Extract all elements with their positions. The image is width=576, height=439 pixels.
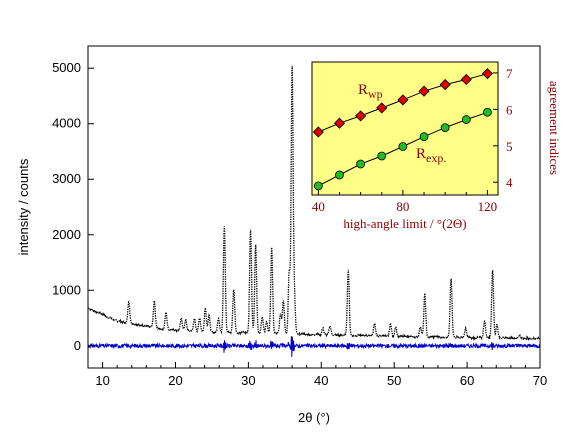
inset-rexp-point xyxy=(335,170,344,180)
main-axes-layer: 10 20 30 40 50 60 70 0 1000 2000 3000 4000 5000 xyxy=(52,60,547,388)
inset-y-tick-label: 6 xyxy=(506,102,513,117)
inset-rwp-point xyxy=(418,85,430,97)
inset-rwp-point xyxy=(481,68,493,80)
inset-x-tick-label: 40 xyxy=(312,199,325,214)
inset-rwp-point xyxy=(355,110,367,122)
y-axis-label: intensity / counts xyxy=(16,158,31,255)
inset-rwp-point xyxy=(376,102,388,114)
x-tick-label: 70 xyxy=(533,373,547,388)
y-tick-label: 5000 xyxy=(52,60,81,75)
y-tick-label: 1000 xyxy=(52,282,81,297)
x-tick-label: 30 xyxy=(241,373,255,388)
inset-x-tick-label: 80 xyxy=(396,199,409,214)
inset-series-label-rwp: Rwp xyxy=(358,82,383,101)
x-tick-label: 60 xyxy=(460,373,474,388)
inset-rexp-point xyxy=(313,181,323,191)
inset-rwp-point xyxy=(397,94,409,106)
inset-series-label-rwp-sub: wp xyxy=(368,87,383,101)
inset-rwp-point xyxy=(333,117,346,129)
inset-y-axis-label: agreement indices xyxy=(547,81,562,175)
inset-rexp-point xyxy=(483,107,492,117)
inset-x-axis-label: high-angle limit / °(2Θ) xyxy=(343,216,466,231)
main-plot-frame xyxy=(87,45,541,369)
inset-rwp-point xyxy=(312,126,324,138)
inset-rwp-point xyxy=(460,73,472,86)
inset-series-label-rexp-sub: exp. xyxy=(426,151,446,165)
inset-rexp-point xyxy=(398,142,408,151)
inset-rexp-point xyxy=(377,151,387,161)
inset-rwp-point xyxy=(439,79,451,91)
y-tick-label: 4000 xyxy=(52,116,81,131)
y-tick-label: 3000 xyxy=(52,171,81,186)
x-tick-label: 10 xyxy=(95,373,109,388)
inset-rexp-point xyxy=(419,132,429,142)
y-tick-label: 2000 xyxy=(52,227,81,242)
y-tick-label: 0 xyxy=(74,338,81,353)
inset-series-label-rexp: Rexp. xyxy=(416,146,446,165)
x-axis-label: 2θ (°) xyxy=(298,410,330,425)
inset-series-label-rexp-main: R xyxy=(416,146,426,162)
x-tick-label: 40 xyxy=(314,373,328,388)
inset-x-tick-label: 120 xyxy=(478,199,498,214)
difference-curve-line xyxy=(87,336,541,357)
inset-y-tick-label: 4 xyxy=(506,175,513,190)
inset-rexp-point xyxy=(461,115,471,124)
x-tick-label: 20 xyxy=(168,373,182,388)
inset-rexp-point xyxy=(356,159,366,169)
inset-axes-layer: 40 80 120 4 5 6 7 xyxy=(312,66,513,214)
observed-pattern-line xyxy=(87,65,540,342)
inset-series-label-rwp-main: R xyxy=(358,82,368,98)
inset-rexp-point xyxy=(440,123,450,132)
x-tick-label: 50 xyxy=(387,373,401,388)
main-series-layer xyxy=(87,65,541,357)
inset-y-tick-label: 5 xyxy=(506,139,513,154)
inset-y-tick-label: 7 xyxy=(506,66,513,81)
inset-series-layer xyxy=(312,68,493,191)
